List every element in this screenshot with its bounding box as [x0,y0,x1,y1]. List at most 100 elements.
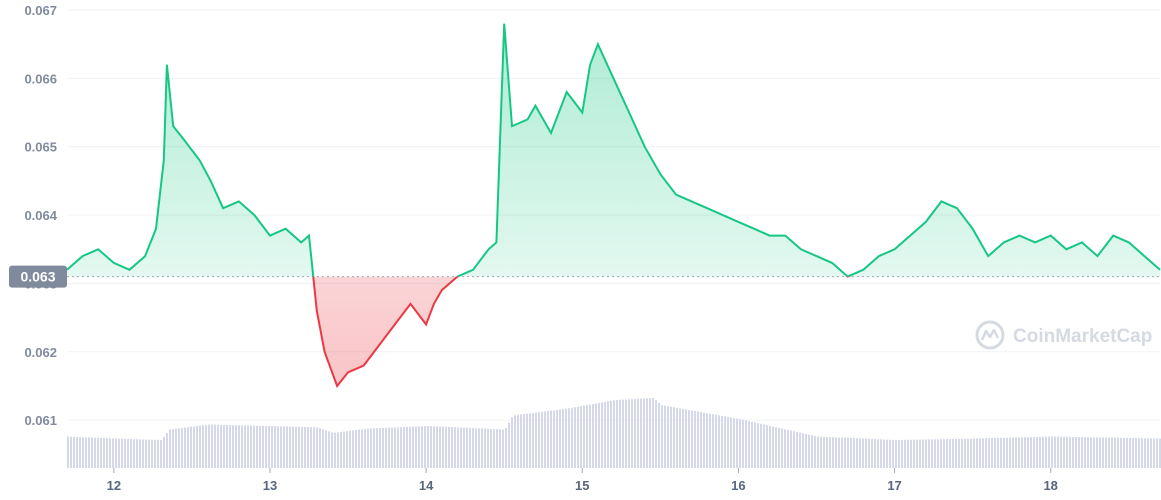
volume-bar [526,413,528,468]
volume-bar [790,430,792,468]
volume-bar [295,426,297,468]
volume-bar [352,430,354,468]
volume-bar [79,437,81,468]
volume-bar [850,438,852,468]
volume-bar [1129,438,1131,468]
volume-bar [616,399,618,468]
volume-bar [439,426,441,468]
volume-bar [1069,436,1071,468]
volume-bar [724,416,726,468]
volume-bar [442,426,444,468]
volume-bar [868,438,870,468]
volume-bar [430,426,432,468]
volume-bar [511,417,513,468]
volume-bar [1138,438,1140,468]
volume-bar [862,438,864,468]
volume-bar [697,411,699,468]
volume-bar [664,405,666,468]
volume-bar [847,437,849,468]
volume-bar [727,416,729,468]
volume-bar [535,412,537,468]
volume-bar [577,406,579,468]
volume-bar [472,428,474,468]
volume-bar [595,403,597,468]
volume-bar [967,438,969,468]
volume-bar [592,403,594,468]
volume-bar [316,427,318,468]
volume-bar [1012,437,1014,468]
volume-bar [712,414,714,468]
volume-bar [94,437,96,468]
volume-bar [1015,437,1017,468]
volume-bar [745,420,747,468]
x-tick-label: 15 [575,478,589,493]
volume-bar [826,436,828,468]
volume-bar [1072,436,1074,468]
volume-bar [853,438,855,468]
volume-bar [112,438,114,468]
volume-bar [919,439,921,468]
volume-bar [688,409,690,468]
volume-bar [1099,437,1101,468]
volume-bar [1147,438,1149,468]
volume-bar [220,424,222,468]
volume-bar [997,437,999,468]
volume-bar [844,437,846,468]
volume-bar [1132,438,1134,468]
volume-bar [982,438,984,468]
volume-bar [610,400,612,468]
volume-bar [685,409,687,468]
reference-badge-label: 0.063 [20,269,55,285]
volume-bar [391,427,393,468]
volume-bar [979,438,981,468]
volume-bar [256,425,258,468]
volume-bar [709,413,711,468]
volume-bar [1051,436,1053,468]
volume-bar [523,414,525,468]
volume-bar [514,415,516,468]
volume-bar [244,425,246,468]
volume-bar [1108,437,1110,468]
volume-bar [454,427,456,468]
volume-bar [193,426,195,468]
x-tick-label: 17 [887,478,901,493]
volume-bar [838,437,840,468]
volume-bar [736,418,738,468]
volume-bar [793,431,795,468]
volume-bar [559,409,561,468]
volume-bar [649,398,651,468]
volume-bar [655,400,657,468]
volume-bar [262,425,264,468]
volume-bar [85,437,87,468]
volume-bar [907,439,909,468]
volume-bar [340,431,342,468]
volume-bar [694,411,696,468]
volume-bar [589,404,591,468]
volume-bar [1066,436,1068,468]
volume-bar [910,439,912,468]
area-below-reference [67,276,1160,386]
volume-bar [541,411,543,468]
volume-bar [406,426,408,468]
volume-bar [130,439,132,468]
volume-bar [787,429,789,468]
volume-bar [946,439,948,468]
watermark-text: CoinMarketCap [1013,326,1152,347]
volume-bar [538,412,540,468]
volume-bar [1126,437,1128,468]
volume-bar [517,414,519,468]
volume-bar [82,437,84,468]
volume-bar [433,426,435,468]
volume-bar [940,439,942,468]
volume-bar [1093,437,1095,468]
volume-bar [229,425,231,468]
volume-bar [715,414,717,468]
volume-bar [970,438,972,468]
volume-bar [370,428,372,468]
volume-bar [166,432,168,468]
volume-bar [235,425,237,468]
volume-bar [265,425,267,468]
volume-bar [529,413,531,468]
volume-bar [1114,437,1116,468]
